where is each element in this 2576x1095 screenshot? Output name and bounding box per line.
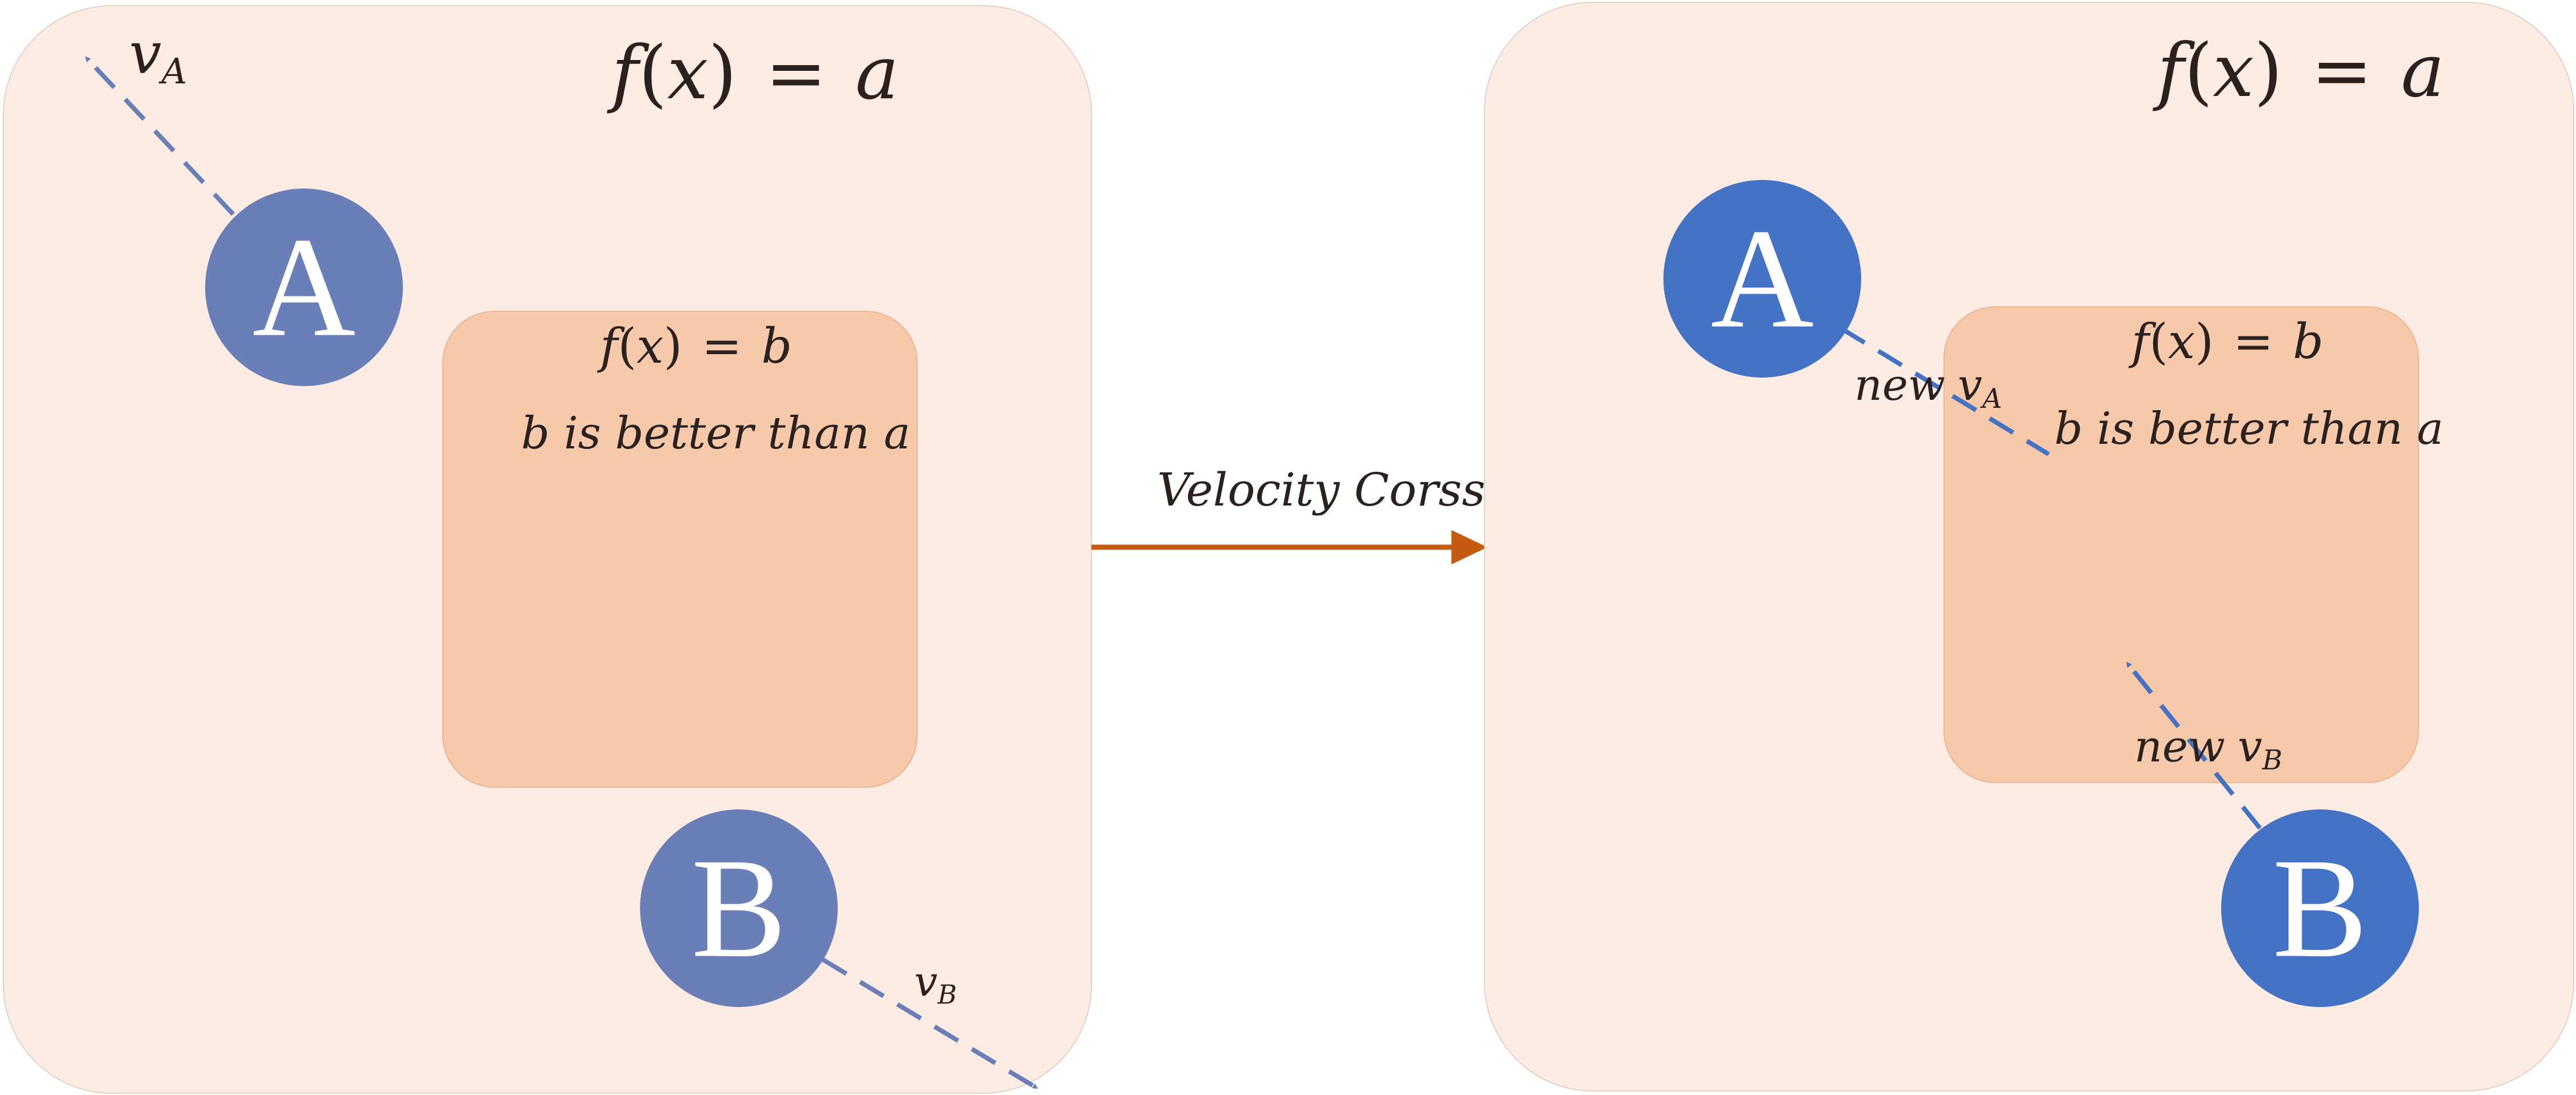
right-node-b-label: B: [2273, 829, 2368, 988]
left-velocity-b-label: vB: [914, 957, 957, 1010]
right-outer-label: f(x) = a: [2153, 29, 2445, 114]
left-inner-region: [442, 311, 918, 788]
right-velocity-b-arrow: [2125, 661, 2262, 830]
left-node-b-label: B: [691, 829, 787, 988]
right-velocity-a-label: new vA: [1854, 359, 2002, 415]
right-inner-label: f(x) = b: [2128, 314, 2323, 370]
left-outer-label: f(x) = a: [607, 31, 899, 116]
transition: Velocity Corss: [1091, 463, 1487, 564]
transition-arrow-head: [1451, 530, 1487, 564]
right-node-a: [1663, 180, 1861, 378]
left-node-b: [640, 809, 838, 1007]
right-node-a-label: A: [1711, 200, 1814, 358]
left-panel: f(x) = a f(x) = b b is better than a A B vA …: [3, 5, 1092, 1094]
right-inner-region: [1943, 306, 2419, 783]
right-node-b: [2221, 809, 2419, 1007]
left-node-a: [205, 188, 403, 386]
left-velocity-a-arrow: [84, 55, 235, 216]
left-inner-note: b is better than a: [521, 408, 910, 459]
right-panel: f(x) = a f(x) = b b is better than a A B new…: [1484, 2, 2574, 1092]
right-inner-note: b is better than a: [2054, 403, 2443, 455]
left-inner-label: f(x) = b: [597, 318, 792, 374]
right-velocity-b-label: new vB: [2134, 721, 2282, 776]
transition-label: Velocity Corss: [1157, 463, 1485, 516]
left-node-a-label: A: [253, 208, 356, 367]
left-velocity-a-label: vA: [129, 20, 187, 92]
